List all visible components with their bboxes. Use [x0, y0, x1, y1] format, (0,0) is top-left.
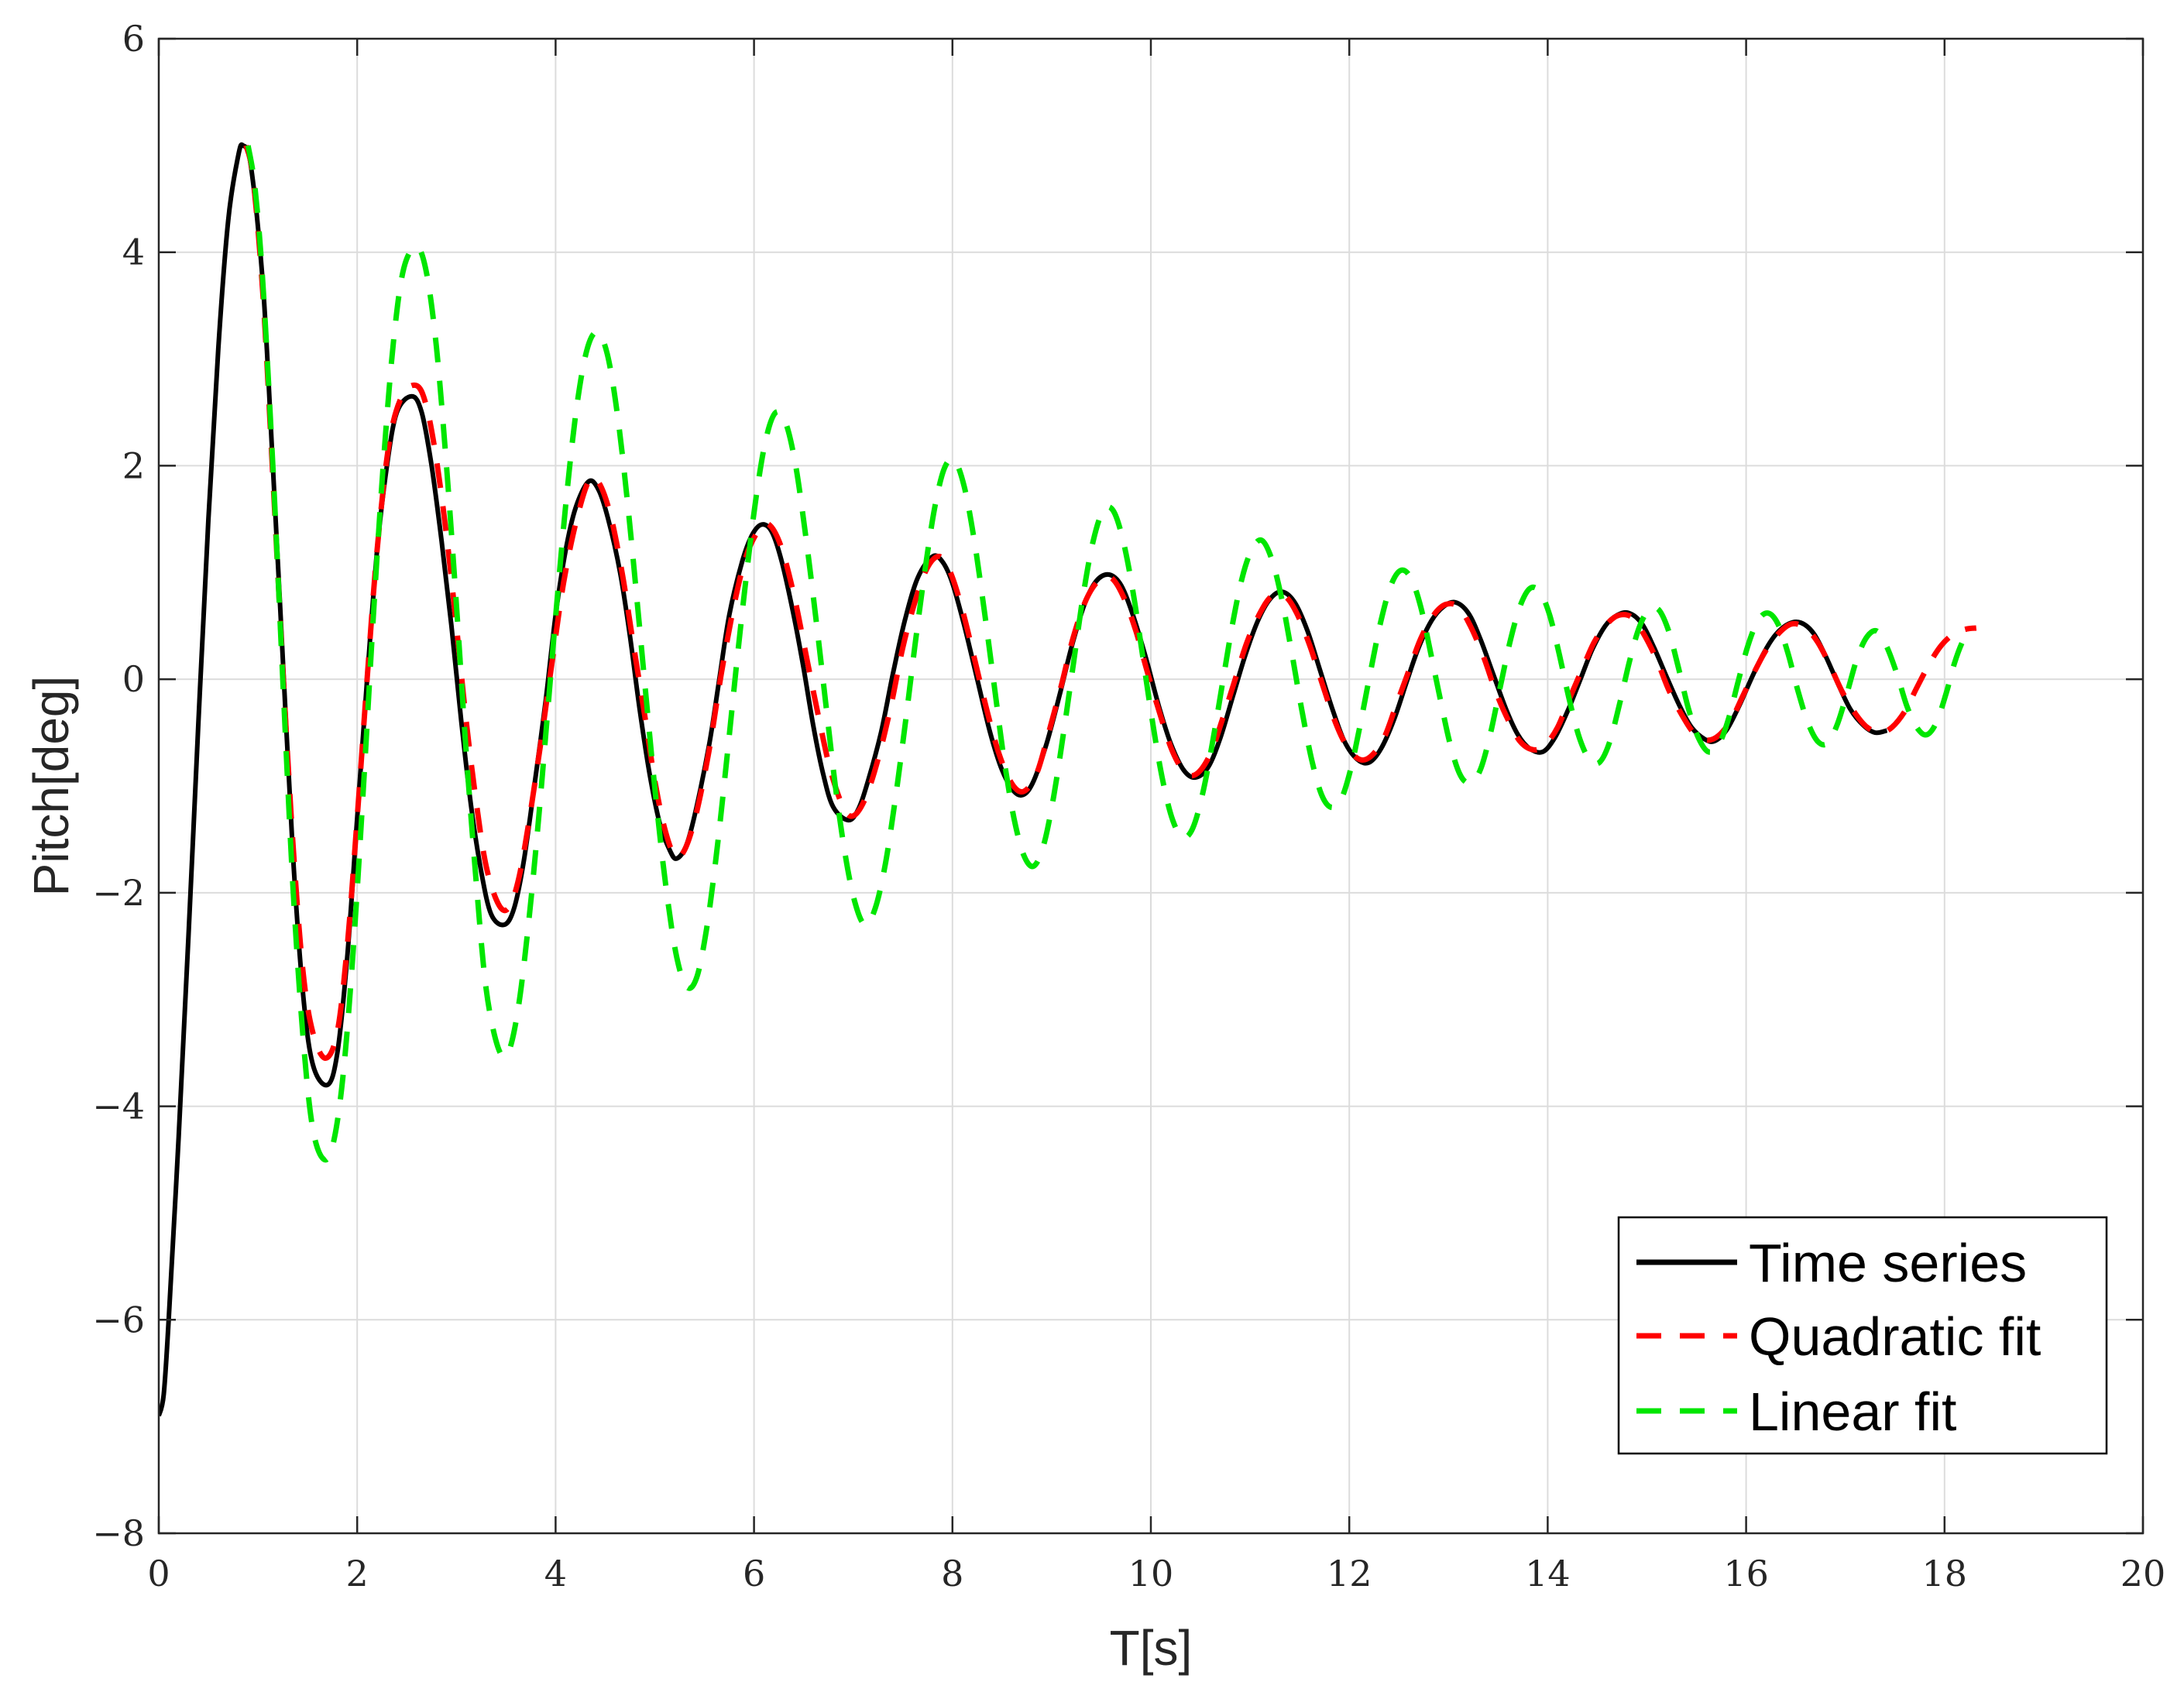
- x-axis-title: T[s]: [1110, 1620, 1193, 1676]
- x-tick-label: 12: [1327, 1553, 1372, 1594]
- x-tick-label: 16: [1723, 1553, 1769, 1594]
- tick-labels: 0 2 4 6 8 10 12 14 16 18 20 −8 −6 −4 −2 0 2 4 6: [92, 18, 2165, 1594]
- y-tick-label: 2: [122, 444, 145, 486]
- series-layer: [159, 142, 1977, 1417]
- y-tick-label: −8: [92, 1512, 145, 1554]
- ticks: [157, 37, 2145, 1535]
- x-tick-label: 18: [1922, 1553, 1968, 1594]
- legend-label-time-series: Time series: [1749, 1233, 2027, 1293]
- legend-label-quadratic-fit: Quadratic fit: [1749, 1306, 2041, 1367]
- series-line-linear-fit: [245, 145, 1972, 1163]
- legend-label-linear-fit: Linear fit: [1749, 1382, 1956, 1442]
- y-tick-label: −6: [92, 1299, 145, 1340]
- x-tick-label: 2: [346, 1553, 369, 1594]
- y-tick-label: −2: [92, 872, 145, 914]
- y-tick-label: 4: [122, 232, 145, 273]
- y-tick-label: −4: [92, 1086, 145, 1128]
- y-tick-label: 6: [122, 18, 145, 60]
- x-tick-label: 0: [147, 1553, 170, 1594]
- legend[interactable]: Time series Quadratic fit Linear fit: [1617, 1216, 2108, 1455]
- x-tick-label: 10: [1128, 1553, 1174, 1594]
- y-axis-title: Pitch[deg]: [23, 676, 79, 897]
- x-tick-label: 14: [1525, 1553, 1571, 1594]
- x-tick-label: 6: [743, 1553, 765, 1594]
- y-tick-label: 0: [122, 658, 145, 700]
- x-tick-label: 4: [544, 1553, 567, 1594]
- x-tick-label: 20: [2120, 1553, 2166, 1594]
- x-tick-label: 8: [941, 1553, 963, 1594]
